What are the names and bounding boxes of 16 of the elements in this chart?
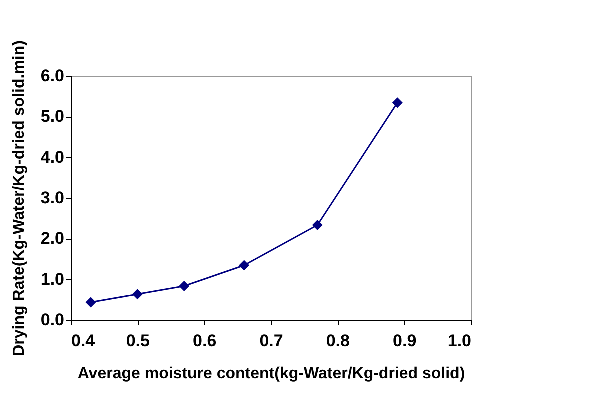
x-tick-label: 0.5 xyxy=(126,332,150,350)
y-axis-title: Drying Rate(Kg-Water/Kg-dried solid.min) xyxy=(10,40,28,356)
x-tick-label: 0.8 xyxy=(326,332,350,350)
x-tick-label: 1.0 xyxy=(448,332,472,350)
y-tick-label: 4.0 xyxy=(40,148,64,167)
x-tick-label: 0.7 xyxy=(260,332,284,350)
y-tick-label: 6.0 xyxy=(40,66,64,86)
x-tick-label: 0.6 xyxy=(193,332,217,350)
y-tick-label: 1.0 xyxy=(40,270,64,289)
x-tick-label: 0.9 xyxy=(393,332,417,350)
x-axis-title: Average moisture content(kg-Water/Kg-dried solid) xyxy=(78,366,466,382)
x-tick-label: 0.4 xyxy=(72,332,96,350)
y-tick-label: 0.0 xyxy=(40,310,64,330)
y-tick-label: 2.0 xyxy=(40,229,64,248)
y-tick-label: 5.0 xyxy=(40,107,64,126)
y-tick-label: 3.0 xyxy=(40,188,64,208)
